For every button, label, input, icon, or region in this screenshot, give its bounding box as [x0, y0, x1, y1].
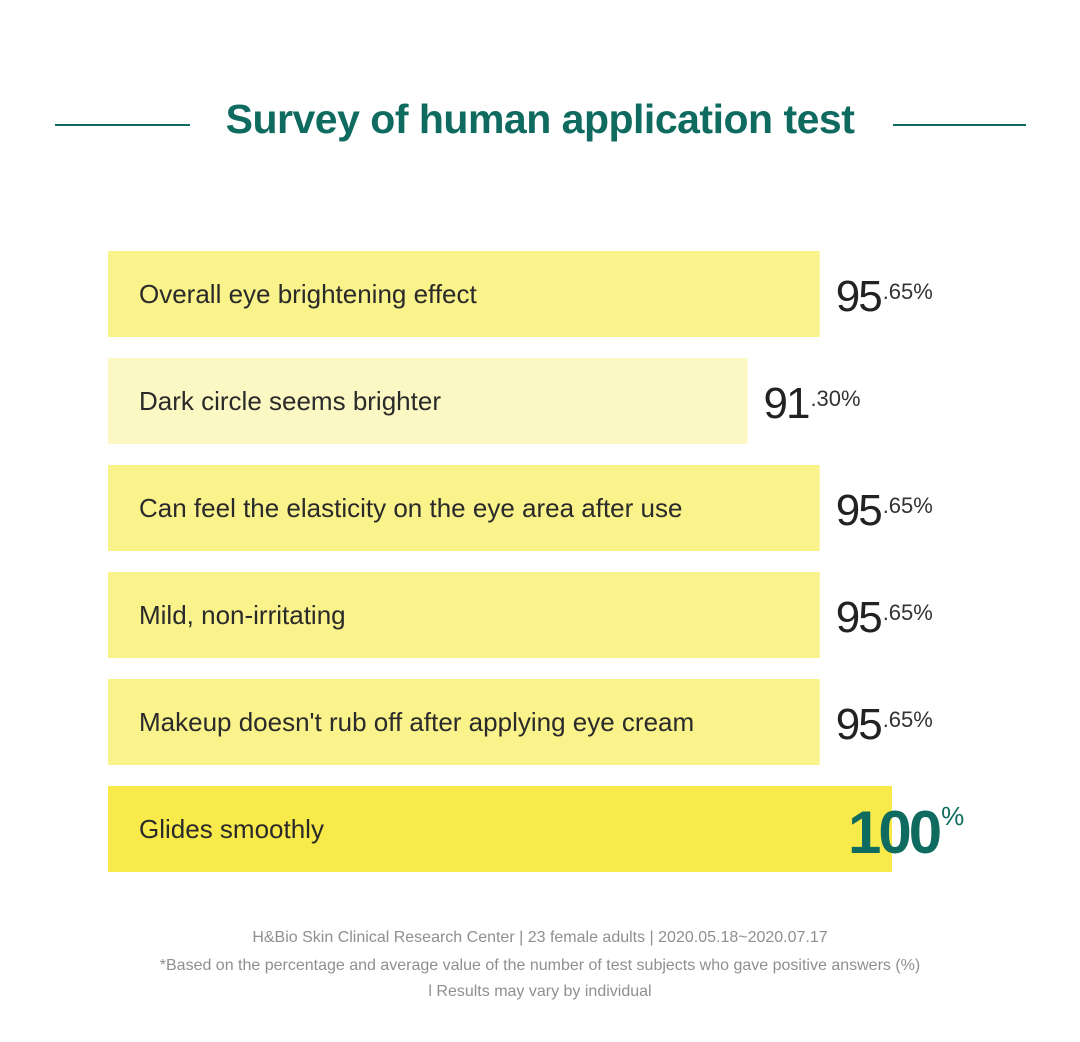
bar-label-3: Mild, non-irritating [139, 600, 346, 630]
chart-header: Survey of human application test [0, 88, 1080, 158]
title-rule-right [893, 124, 1026, 126]
value-label-3: 95.65% [836, 593, 933, 642]
bar-3 [108, 572, 820, 658]
bar-0 [108, 251, 820, 337]
footer-note: *Based on the percentage and average val… [159, 957, 921, 974]
bar-2 [108, 465, 820, 551]
bar-label-0: Overall eye brightening effect [139, 279, 477, 309]
value-label-0: 95.65% [836, 272, 933, 321]
bar-5 [108, 786, 892, 872]
bar-label-2: Can feel the elasticity on the eye area … [139, 493, 682, 523]
value-label-5: 100% [848, 799, 964, 866]
title-rule-left [55, 124, 190, 126]
footer-source: H&Bio Skin Clinical Research Center | 23… [252, 929, 828, 946]
footer-disclaimer: l Results may vary by individual [428, 983, 652, 1000]
chart-title: Survey of human application test [225, 96, 855, 142]
value-label-4: 95.65% [836, 700, 933, 749]
value-label-1: 91.30% [763, 379, 860, 428]
bar-1 [108, 358, 748, 444]
bar-label-4: Makeup doesn't rub off after applying ey… [139, 707, 694, 737]
value-label-2: 95.65% [836, 486, 933, 535]
bar-4 [108, 679, 820, 765]
bar-label-1: Dark circle seems brighter [139, 386, 441, 416]
bar-label-5: Glides smoothly [139, 814, 324, 844]
